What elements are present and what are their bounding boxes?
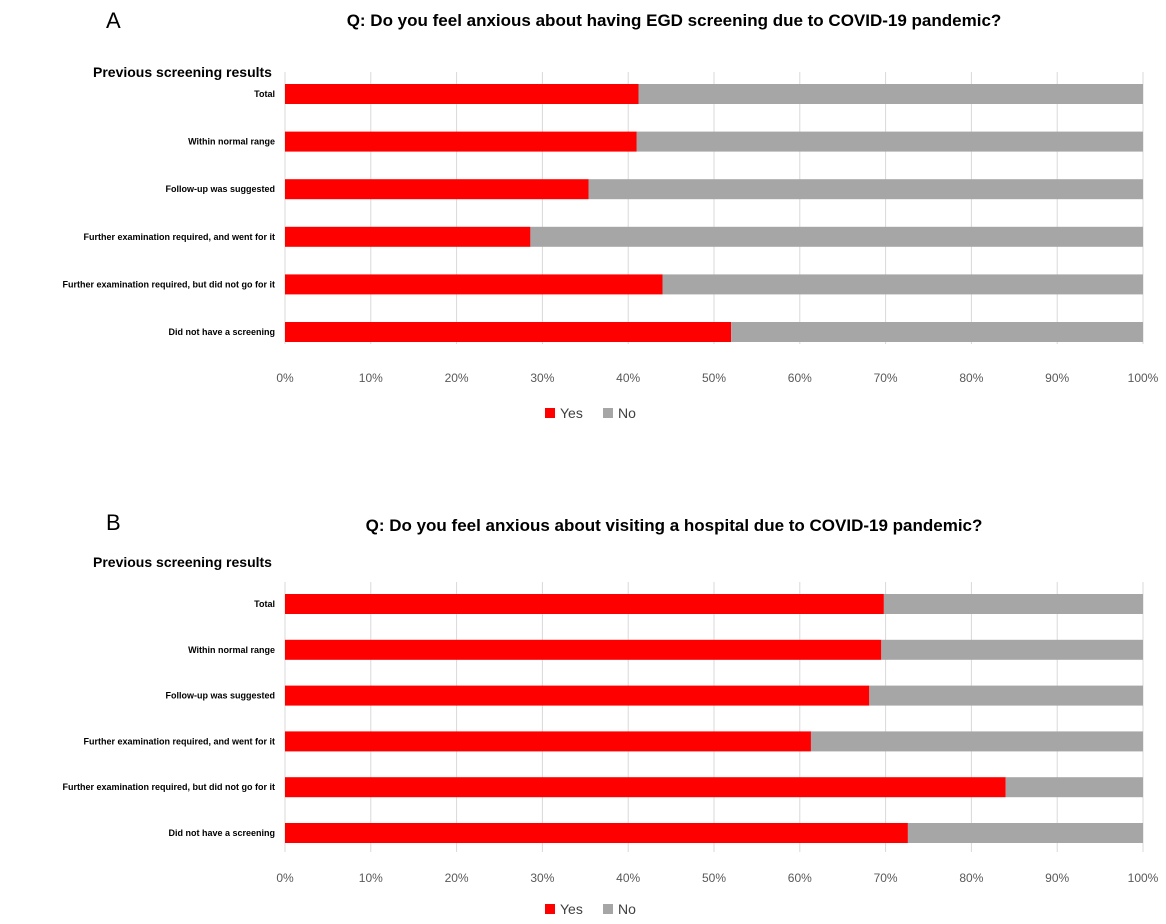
x-tick-label: 10% xyxy=(359,371,383,385)
x-tick-label: 30% xyxy=(530,371,554,385)
x-tick-label: 0% xyxy=(276,371,294,385)
chart-title: Q: Do you feel anxious about visiting a … xyxy=(366,516,983,535)
x-tick-label: 70% xyxy=(874,871,898,885)
category-label: Further examination required, but did no… xyxy=(63,782,276,792)
bar-no-5 xyxy=(662,274,1143,295)
legend: Yes No xyxy=(545,405,636,421)
category-label: Within normal range xyxy=(188,137,275,147)
category-label: Further examination required, and went f… xyxy=(83,736,275,746)
x-tick-label: 60% xyxy=(788,871,812,885)
bar-no-3 xyxy=(588,179,1143,200)
panel-label: A xyxy=(106,8,121,33)
legend-swatch-no xyxy=(603,408,613,418)
bar-no-1 xyxy=(638,84,1143,104)
x-tick-label: 10% xyxy=(359,871,383,885)
chart-panel-b: B Q: Do you feel anxious about visiting a… xyxy=(63,510,1159,917)
bar-yes-1 xyxy=(285,84,639,104)
x-tick-label: 20% xyxy=(445,371,469,385)
bar-yes-1 xyxy=(285,594,884,614)
bar-yes-5 xyxy=(285,274,663,295)
x-tick-label: 90% xyxy=(1045,371,1069,385)
bar-yes-2 xyxy=(285,131,637,152)
x-tick-label: 50% xyxy=(702,371,726,385)
x-tick-label: 40% xyxy=(616,371,640,385)
category-label: Within normal range xyxy=(188,645,275,655)
x-tick-label: 30% xyxy=(530,871,554,885)
x-tick-label: 0% xyxy=(276,871,294,885)
legend-swatch-yes xyxy=(545,904,555,914)
category-label: Follow-up was suggested xyxy=(165,691,275,701)
chart-panel-a: A Q: Do you feel anxious about having EGD… xyxy=(63,8,1159,421)
legend: Yes No xyxy=(545,901,636,917)
x-tick-label: 80% xyxy=(959,371,983,385)
bar-no-5 xyxy=(1005,777,1143,798)
bar-yes-4 xyxy=(285,226,531,247)
bar-yes-3 xyxy=(285,685,870,706)
bar-no-3 xyxy=(869,685,1143,706)
bar-no-4 xyxy=(530,226,1143,247)
category-label: Total xyxy=(254,89,275,99)
category-label: Further examination required, but did no… xyxy=(63,279,276,289)
x-tick-label: 60% xyxy=(788,371,812,385)
legend-label-no: No xyxy=(618,901,636,917)
panel-label: B xyxy=(106,510,121,535)
x-tick-label: 80% xyxy=(959,871,983,885)
chart-title: Q: Do you feel anxious about having EGD … xyxy=(347,11,1002,30)
x-tick-label: 50% xyxy=(702,871,726,885)
bar-yes-5 xyxy=(285,777,1006,798)
legend-swatch-no xyxy=(603,904,613,914)
y-axis-label: Previous screening results xyxy=(93,554,272,570)
x-tick-label: 70% xyxy=(874,371,898,385)
bar-no-4 xyxy=(810,731,1143,752)
bar-no-6 xyxy=(907,823,1143,843)
bar-yes-6 xyxy=(285,322,732,342)
category-label: Follow-up was suggested xyxy=(165,184,275,194)
bar-yes-4 xyxy=(285,731,811,752)
x-tick-label: 100% xyxy=(1128,871,1159,885)
x-tick-label: 40% xyxy=(616,871,640,885)
x-tick-label: 90% xyxy=(1045,871,1069,885)
x-tick-label: 20% xyxy=(445,871,469,885)
category-label: Total xyxy=(254,599,275,609)
category-label: Did not have a screening xyxy=(168,327,275,337)
bar-no-1 xyxy=(883,594,1143,614)
bar-no-6 xyxy=(731,322,1143,342)
category-label: Further examination required, and went f… xyxy=(83,232,275,242)
bar-yes-3 xyxy=(285,179,589,200)
bar-no-2 xyxy=(636,131,1143,152)
legend-label-yes: Yes xyxy=(560,405,583,421)
bar-yes-2 xyxy=(285,639,882,660)
x-tick-label: 100% xyxy=(1128,371,1159,385)
bar-no-2 xyxy=(881,639,1143,660)
y-axis-label: Previous screening results xyxy=(93,64,272,80)
legend-label-yes: Yes xyxy=(560,901,583,917)
legend-label-no: No xyxy=(618,405,636,421)
category-label: Did not have a screening xyxy=(168,828,275,838)
legend-swatch-yes xyxy=(545,408,555,418)
bar-yes-6 xyxy=(285,823,908,843)
